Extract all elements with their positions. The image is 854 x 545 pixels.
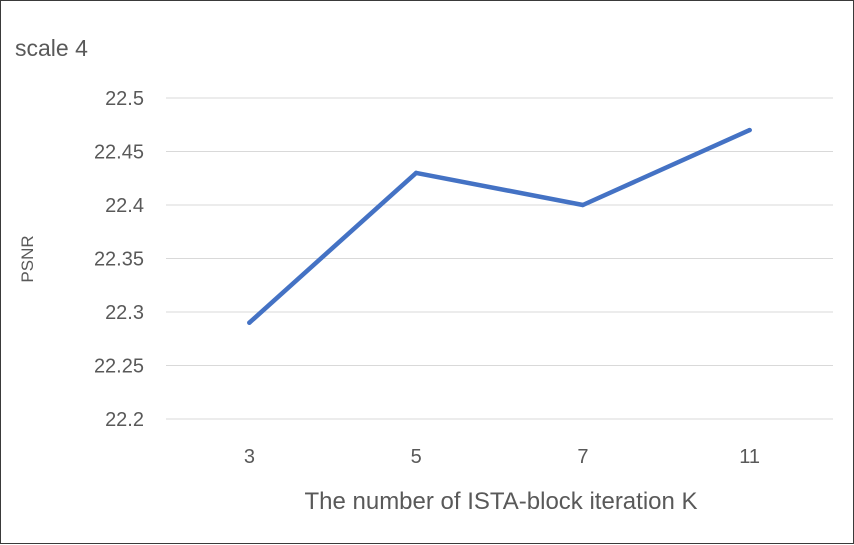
y-tick-label: 22.35 (94, 249, 144, 271)
series-group (247, 127, 752, 325)
y-tick-labels: 22.2 22.25 22.3 22.35 22.4 22.45 22.5 (94, 88, 144, 431)
x-tick-label: 5 (411, 446, 422, 468)
y-tick-label: 22.5 (105, 88, 144, 110)
y-tick-label: 22.25 (94, 356, 144, 378)
series-line (247, 127, 752, 325)
chart-title: scale 4 (15, 35, 88, 61)
gridlines (166, 97, 833, 420)
data-point (247, 320, 252, 325)
x-tick-label: 11 (739, 446, 760, 468)
x-axis-label: The number of ISTA-block iteration K (304, 488, 697, 515)
y-tick-label: 22.2 (105, 409, 144, 431)
y-tick-label: 22.3 (105, 302, 144, 324)
y-tick-label: 22.45 (94, 142, 144, 164)
x-tick-label: 7 (577, 446, 588, 468)
data-point (413, 170, 419, 176)
y-tick-label: 22.4 (105, 195, 144, 217)
data-point (580, 202, 586, 208)
data-point (747, 127, 752, 133)
x-tick-labels: 3 5 7 11 (244, 446, 760, 468)
y-axis-label: PSNR (18, 235, 37, 282)
x-tick-label: 3 (244, 446, 255, 468)
